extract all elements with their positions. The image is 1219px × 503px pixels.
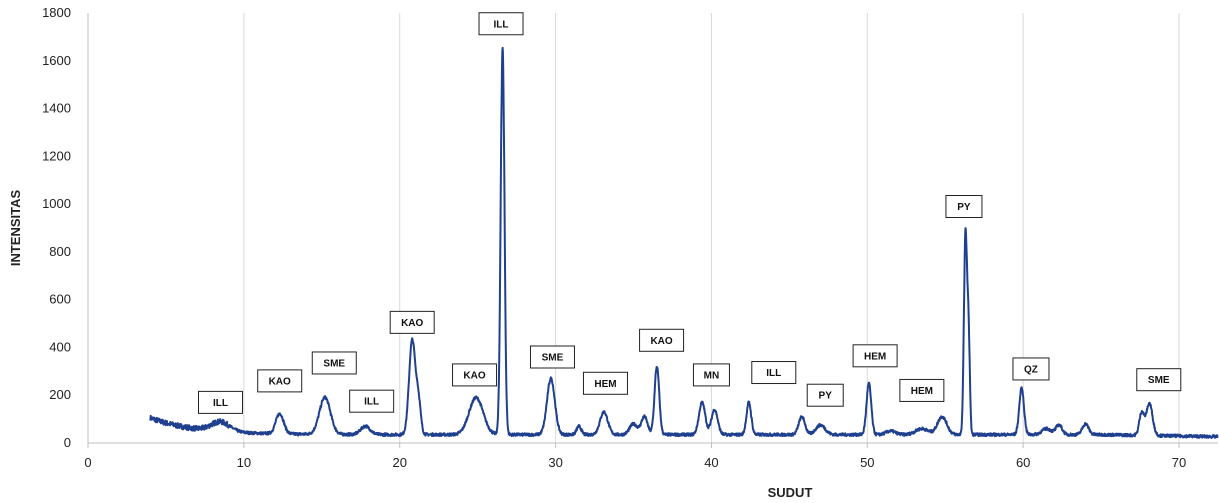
annotation-box — [582, 371, 628, 395]
annotation-hem-14: HEM — [899, 378, 945, 402]
annotation-sme-2: SME — [311, 351, 357, 375]
x-tick-label-2: 20 — [392, 455, 406, 470]
annotation-mn-10: MN — [692, 363, 730, 387]
annotation-box — [1136, 368, 1182, 392]
annotation-hem-8: HEM — [582, 371, 628, 395]
annotation-box — [478, 12, 524, 36]
annotation-label: MN — [704, 370, 720, 381]
y-tick-label-5: 1000 — [42, 196, 71, 211]
annotation-box — [692, 363, 730, 387]
x-tick-label-1: 10 — [237, 455, 251, 470]
annotation-box — [639, 328, 685, 352]
annotation-label: KAO — [463, 370, 485, 381]
annotation-box — [899, 378, 945, 402]
annotation-label: HEM — [911, 386, 933, 397]
grid-lines — [243, 13, 1180, 443]
annotation-box — [197, 390, 243, 414]
y-tick-label-0: 0 — [64, 435, 71, 450]
annotation-qz-16: QZ — [1012, 357, 1050, 381]
annotation-label: ILL — [766, 368, 781, 379]
x-tick-label-3: 30 — [548, 455, 562, 470]
y-tick-label-8: 1600 — [42, 53, 71, 68]
y-tick-label-6: 1200 — [42, 148, 71, 163]
x-tick-label-4: 40 — [704, 455, 718, 470]
annotation-box — [452, 363, 498, 387]
annotation-ill-6: ILL — [478, 12, 524, 36]
annotation-py-15: PY — [945, 195, 983, 218]
annotation-box — [751, 361, 797, 385]
annotation-label: SME — [542, 353, 564, 364]
y-tick-labels: 0 200 400 600 800 1000 1200 1400 1600 1800 — [42, 5, 71, 450]
annotation-label: SME — [323, 358, 345, 369]
annotation-sme-7: SME — [529, 345, 575, 369]
x-axis-title: SUDUT — [768, 485, 813, 500]
y-tick-label-3: 600 — [49, 292, 71, 307]
annotation-hem-13: HEM — [852, 344, 898, 368]
annotation-ill-0: ILL — [197, 390, 243, 414]
annotation-label: HEM — [864, 351, 886, 362]
annotation-box — [389, 310, 435, 334]
y-tick-label-4: 800 — [49, 244, 71, 259]
annotation-box — [852, 344, 898, 368]
annotation-label: SME — [1148, 375, 1170, 386]
axes — [87, 13, 1218, 444]
annotation-label: PY — [957, 202, 971, 213]
annotation-sme-17: SME — [1136, 368, 1182, 392]
annotation-label: ILL — [494, 19, 509, 30]
annotation-label: KAO — [401, 318, 423, 329]
annotation-box — [1012, 357, 1050, 381]
annotation-box — [311, 351, 357, 375]
peak-annotations: ILL KAO SME ILL KAO KAO ILL SME HEM KAO MN ILL PY HEM… — [197, 12, 1182, 414]
annotation-box — [529, 345, 575, 369]
y-axis-title: INTENSITAS — [8, 190, 23, 267]
x-tick-label-7: 70 — [1172, 455, 1186, 470]
x-tick-label-5: 50 — [860, 455, 874, 470]
annotation-ill-11: ILL — [751, 361, 797, 385]
x-tick-labels: 0 10 20 30 40 50 60 70 — [84, 443, 1186, 470]
annotation-label: ILL — [213, 398, 228, 409]
annotation-kao-5: KAO — [452, 363, 498, 387]
annotation-kao-9: KAO — [639, 328, 685, 352]
annotation-box — [257, 369, 303, 393]
annotation-kao-4: KAO — [389, 310, 435, 334]
annotation-label: ILL — [364, 397, 379, 408]
y-tick-label-2: 400 — [49, 339, 71, 354]
y-tick-label-7: 1400 — [42, 101, 71, 116]
annotation-ill-3: ILL — [349, 389, 395, 413]
y-tick-label-9: 1800 — [42, 5, 71, 20]
annotation-box — [806, 383, 844, 407]
y-tick-label-1: 200 — [49, 387, 71, 402]
annotation-label: PY — [819, 391, 833, 402]
series-line — [149, 46, 1219, 439]
annotation-label: QZ — [1024, 364, 1038, 375]
annotation-py-12: PY — [806, 383, 844, 407]
annotation-box — [349, 389, 395, 413]
annotation-label: KAO — [269, 376, 291, 387]
x-tick-label-0: 0 — [84, 455, 91, 470]
annotation-box — [945, 195, 983, 218]
annotation-kao-1: KAO — [257, 369, 303, 393]
x-tick-label-6: 60 — [1016, 455, 1030, 470]
annotation-label: HEM — [594, 379, 616, 390]
annotation-label: KAO — [650, 336, 672, 347]
